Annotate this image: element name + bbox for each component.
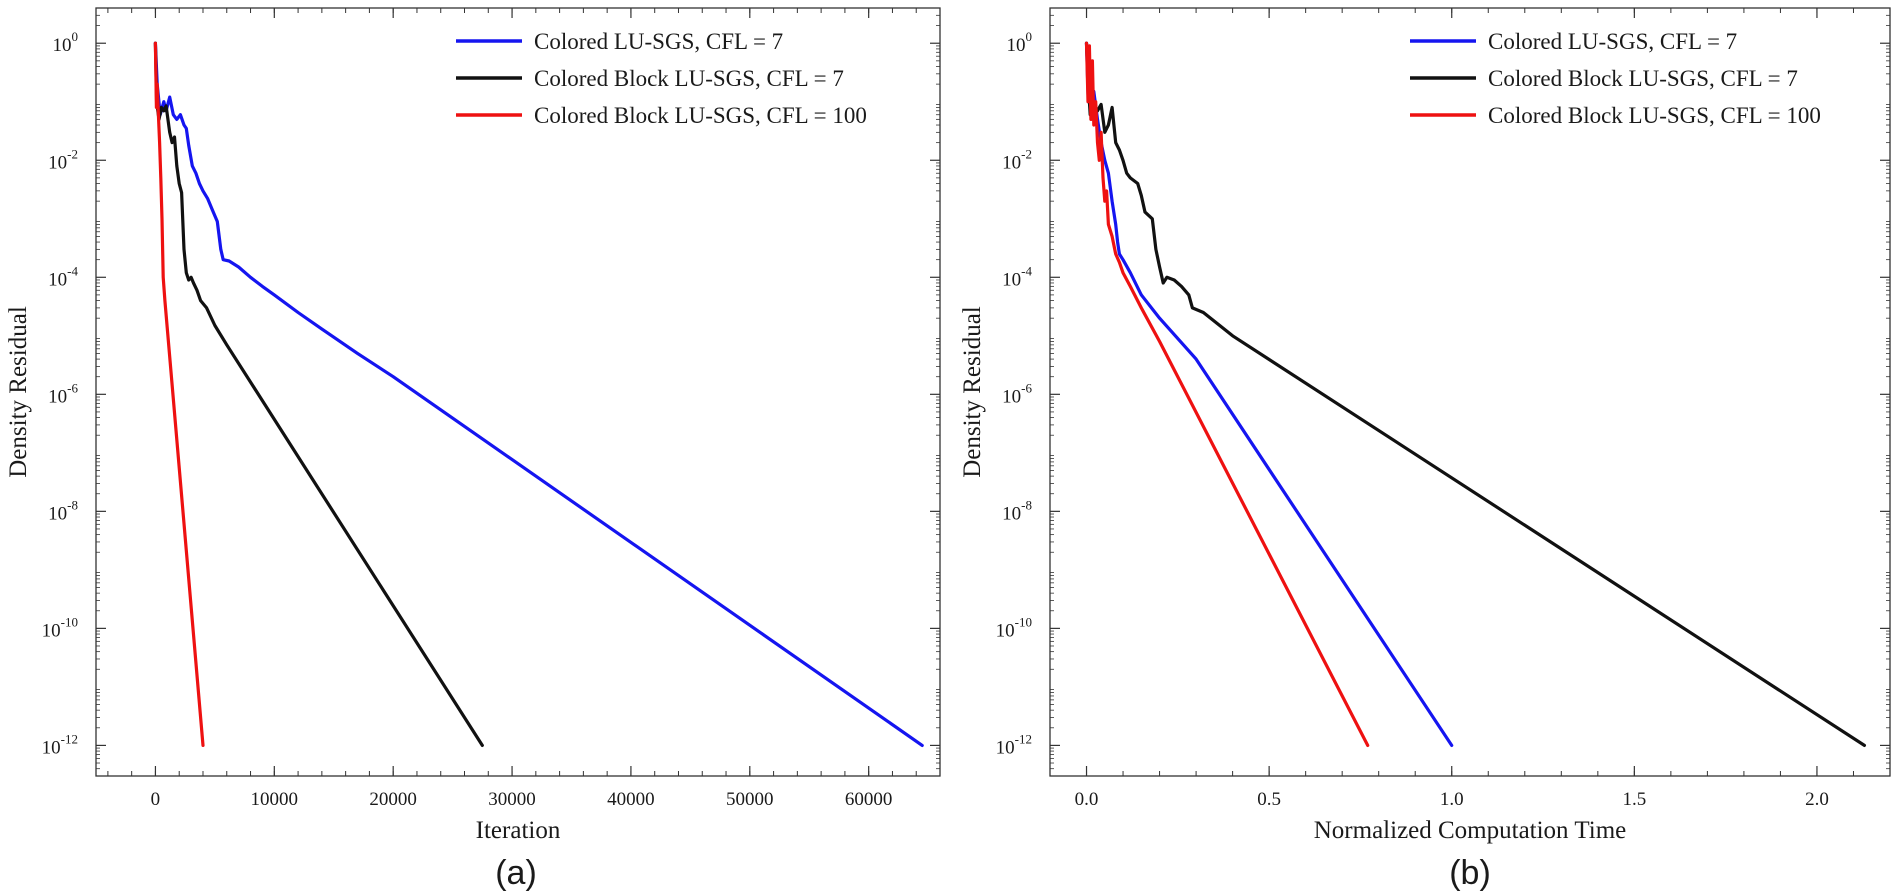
panel-label: (a) xyxy=(495,854,537,892)
y-tick-label: 10-10 xyxy=(996,614,1032,641)
x-tick-label: 40000 xyxy=(607,789,655,810)
x-axis-label: Iteration xyxy=(476,817,561,844)
panel-label: (b) xyxy=(1449,854,1491,892)
y-axis-label: Density Residual xyxy=(5,306,32,478)
legend-label-2: Colored Block LU-SGS, CFL = 100 xyxy=(1488,103,1821,128)
y-tick-label: 10-8 xyxy=(1002,497,1032,524)
y-tick-label: 10-2 xyxy=(48,146,78,173)
legend-label-2: Colored Block LU-SGS, CFL = 100 xyxy=(534,103,867,128)
x-tick-label: 0.5 xyxy=(1257,789,1281,810)
y-axis-label: Density Residual xyxy=(959,306,986,478)
series-line-0 xyxy=(1084,41,1454,747)
x-tick-label: 0.0 xyxy=(1075,789,1099,810)
series-line-2 xyxy=(1084,41,1370,747)
plot-frame xyxy=(1049,7,1891,777)
panel-a: 0 10000 20000 30000 40000 50000 60000 10-12 10-1… xyxy=(5,7,941,892)
y-tick-label: 100 xyxy=(1007,29,1033,56)
series-line-0 xyxy=(153,41,924,747)
series-line-1 xyxy=(153,41,484,747)
panel-b: 0.0 0.5 1.0 1.5 2.0 10-12 10-10 10-8 10-6 10-4 10-… xyxy=(959,7,1891,892)
y-tick-label: 10-4 xyxy=(48,263,78,290)
x-tick-label: 1.0 xyxy=(1440,789,1464,810)
y-tick-label: 10-10 xyxy=(42,614,78,641)
legend-label-0: Colored LU-SGS, CFL = 7 xyxy=(534,29,783,54)
y-tick-label: 10-6 xyxy=(1002,380,1032,407)
x-tick-label: 20000 xyxy=(369,789,417,810)
y-tick-label: 10-2 xyxy=(1002,146,1032,173)
x-tick-label: 0 xyxy=(151,789,161,810)
y-tick-label: 10-12 xyxy=(42,731,78,758)
x-tick-label: 10000 xyxy=(251,789,299,810)
legend-label-1: Colored Block LU-SGS, CFL = 7 xyxy=(534,66,844,91)
legend-label-0: Colored LU-SGS, CFL = 7 xyxy=(1488,29,1737,54)
series-line-2 xyxy=(153,41,205,747)
x-tick-label: 60000 xyxy=(845,789,893,810)
x-tick-label: 50000 xyxy=(726,789,774,810)
x-tick-label: 2.0 xyxy=(1805,789,1829,810)
y-tick-label: 10-12 xyxy=(996,731,1032,758)
plot-frame xyxy=(95,7,941,777)
series-line-1 xyxy=(1084,41,1866,747)
y-tick-label: 10-6 xyxy=(48,380,78,407)
x-tick-label: 1.5 xyxy=(1622,789,1646,810)
y-tick-label: 10-4 xyxy=(1002,263,1032,290)
y-tick-label: 10-8 xyxy=(48,497,78,524)
x-axis-label: Normalized Computation Time xyxy=(1314,817,1627,844)
y-tick-label: 100 xyxy=(53,29,79,56)
x-tick-label: 30000 xyxy=(488,789,536,810)
legend-label-1: Colored Block LU-SGS, CFL = 7 xyxy=(1488,66,1798,91)
